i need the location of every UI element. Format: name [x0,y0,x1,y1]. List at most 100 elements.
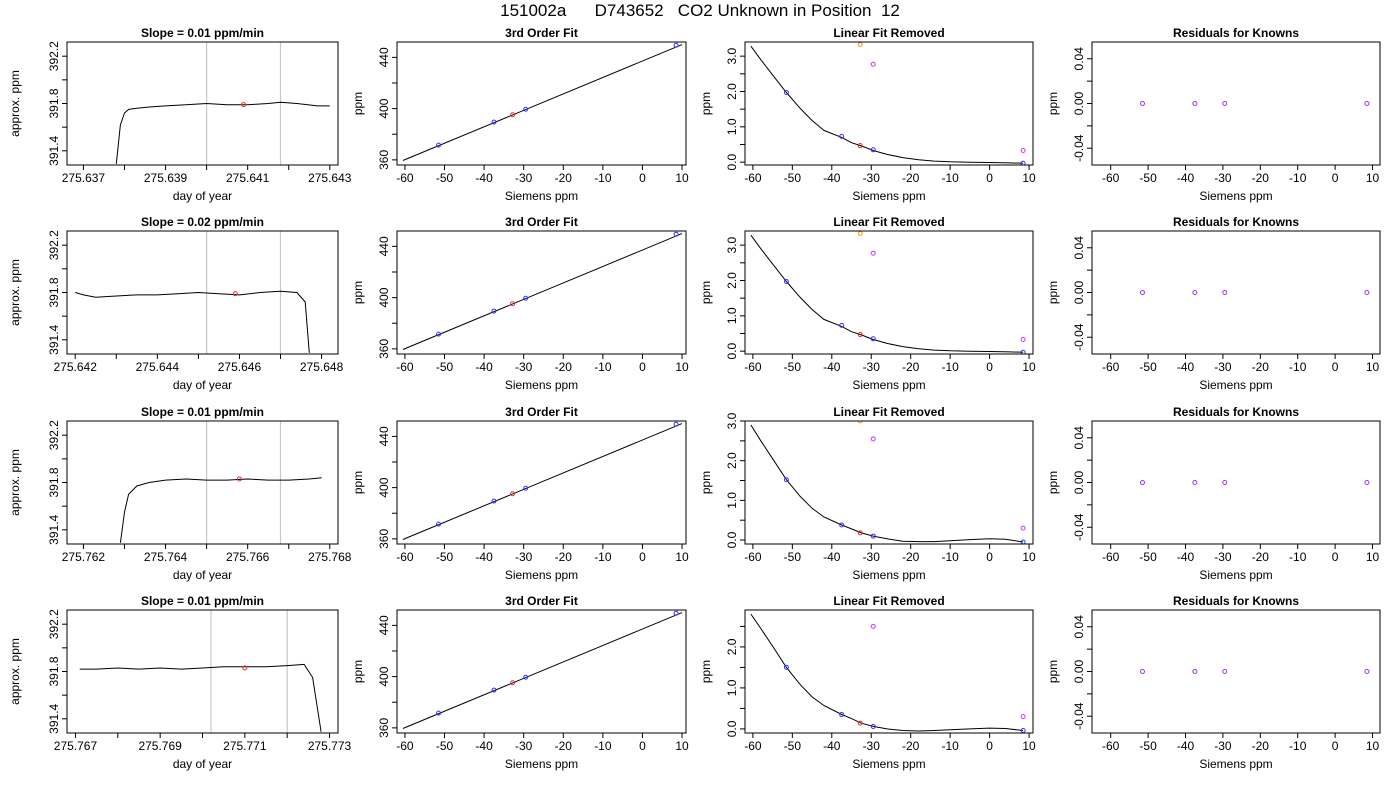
panel-r2-c3: Linear Fit Removed -60 -50 -40 -30 -20 -10 0 10 0… [699,215,1036,392]
x-tick-label: -60 [1102,739,1120,753]
y-tick-label: 360 [377,529,391,549]
x-tick-label: -50 [784,739,802,753]
x-tick-label: -40 [1177,360,1195,374]
y-tick-label: 392.2 [47,230,61,260]
y-axis-label: ppm [351,660,365,683]
y-tick-label: 391.4 [47,514,61,544]
x-tick-label: 0 [1332,739,1339,753]
x-tick-label: -20 [1252,360,1270,374]
data-series-line [79,663,322,732]
y-tick-label: 360 [377,718,391,738]
y-tick-label: 0.04 [1072,615,1086,639]
panel-r1-c2: 3rd Order Fit -60 -50 -40 -30 -20 -10 0 10 360 400… [351,26,689,203]
x-tick-label: 275.762 [62,550,106,564]
x-axis-label: Siemens ppm [1199,189,1272,203]
plot-frame [744,609,1034,734]
panel-title: Slope = 0.02 ppm/min [141,215,264,229]
x-tick-label: -40 [475,360,493,374]
x-axis-label: day of year [173,757,232,771]
known-point [839,522,845,528]
residual-point [1364,290,1370,295]
x-tick-label: -30 [1214,360,1232,374]
y-axis-label: ppm [1046,281,1060,304]
panel-data [79,610,322,733]
plot-frame [744,420,1034,545]
known-point [673,231,679,237]
x-tick-label: -10 [941,360,959,374]
x-tick-label: -40 [1177,171,1195,185]
x-tick-label: -60 [396,171,414,185]
panel-data [1139,101,1370,106]
known-point [783,664,789,670]
unknown-point [510,491,516,497]
plot-frame [1091,609,1381,734]
x-tick-label: -10 [1289,550,1307,564]
x-tick-label: -20 [902,171,920,185]
known-point [839,712,845,718]
data-series-line [75,290,310,353]
x-tick-label: 275.771 [223,739,267,753]
plot-frame [396,609,687,734]
x-tick-label: 275.637 [62,171,106,185]
y-tick-label: -0.04 [1072,134,1086,162]
x-tick-label: -10 [594,171,612,185]
x-tick-label: -30 [863,360,881,374]
x-tick-label: -50 [784,360,802,374]
residual-point [1222,480,1228,485]
residual-point [1222,669,1228,674]
y-tick-label: 0.0 [725,531,739,548]
x-tick-label: 0 [1332,550,1339,564]
known-point [1020,539,1026,544]
y-tick-label: 0.0 [725,154,739,171]
x-tick-label: -60 [396,360,414,374]
known-point [523,674,529,680]
panel-title: Linear Fit Removed [833,405,944,419]
x-tick-label: -50 [784,550,802,564]
x-tick-label: 0 [986,171,993,185]
x-tick-label: -10 [594,360,612,374]
plot-frame [744,230,1034,355]
x-tick-label: 275.643 [308,171,352,185]
x-tick-label: -60 [744,739,762,753]
x-tick-label: -50 [436,739,454,753]
y-tick-label: 391.8 [47,656,61,686]
known-point [491,498,497,504]
panel-data [750,421,1026,544]
panel-data [402,231,683,350]
known-point [523,485,529,491]
x-axis-label: day of year [173,568,232,582]
x-tick-label: 0 [639,360,646,374]
y-tick-label: 400 [377,477,391,497]
panel-r3-c4: Residuals for Knowns -60 -50 -40 -30 -20 -10 0 1… [1046,405,1381,582]
x-tick-label: -60 [1102,360,1120,374]
residual-point [1364,480,1370,485]
y-tick-label: 0.04 [1072,426,1086,450]
x-tick-label: 275.773 [308,739,352,753]
plot-frame [744,41,1034,166]
x-tick-label: 275.768 [308,550,352,564]
x-tick-label: -10 [941,739,959,753]
sample-point [232,291,238,297]
x-tick-label: 275.644 [136,360,180,374]
known-point [673,42,679,48]
y-axis-label: ppm [699,92,713,115]
x-tick-label: -30 [863,550,881,564]
y-tick-label: 0.04 [1072,236,1086,260]
fit-curve [750,45,1024,164]
data-series-line [115,101,330,164]
y-tick-label: 392.2 [47,420,61,450]
known-point [673,421,679,427]
residual-point [1192,480,1198,485]
known-point [523,295,529,301]
x-tick-label: -20 [1252,739,1270,753]
x-tick-label: -60 [396,739,414,753]
y-tick-label: 0.00 [1072,470,1086,494]
panel-data [402,42,683,161]
x-tick-label: -30 [1214,739,1232,753]
y-axis-label: ppm [699,281,713,304]
extra-point [857,231,863,236]
y-tick-label: 2.0 [725,452,739,469]
x-axis-label: Siemens ppm [1199,378,1272,392]
panel-data [115,42,330,165]
